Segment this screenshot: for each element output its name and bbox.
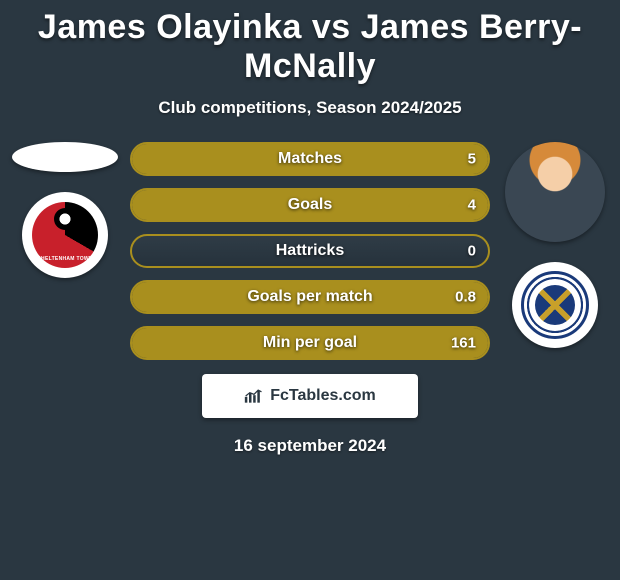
stat-value-right: 5 [468,151,476,168]
page-subtitle: Club competitions, Season 2024/2025 [0,90,620,136]
stat-bar: Hattricks 0 [130,234,490,268]
right-column [500,136,610,348]
stat-value-right: 161 [451,335,476,352]
left-column: CHELTENHAM TOWN [10,136,120,278]
stat-value-right: 0 [468,243,476,260]
bar-chart-icon [244,388,264,404]
stat-bar: Goals 4 [130,188,490,222]
stat-bar: Min per goal 161 [130,326,490,360]
cheltenham-text: CHELTENHAM TOWN [37,256,93,268]
stat-bar: Goals per match 0.8 [130,280,490,314]
brand-text: FcTables.com [270,387,376,405]
stat-label: Goals [288,196,332,214]
stat-label: Goals per match [247,288,372,306]
club-badge-left: CHELTENHAM TOWN [22,192,108,278]
stat-label: Hattricks [276,242,344,260]
player-left-silhouette [12,142,118,172]
club-badge-right [512,262,598,348]
chesterfield-icon [521,271,589,339]
stat-label: Matches [278,150,342,168]
cheltenham-icon: CHELTENHAM TOWN [32,202,98,268]
stats-column: Matches 5 Goals 4 Hattricks 0 Goals per match 0… [120,136,500,360]
brand-footer[interactable]: FcTables.com [202,374,418,418]
stat-bar: Matches 5 [130,142,490,176]
comparison-layout: CHELTENHAM TOWN Matches 5 Goals 4 Hattricks 0… [0,136,620,360]
stat-label: Min per goal [263,334,357,352]
date-text: 16 september 2024 [0,418,620,456]
stat-value-right: 4 [468,197,476,214]
page-title: James Olayinka vs James Berry-McNally [0,0,620,90]
stat-value-right: 0.8 [455,289,476,306]
player-right-photo [505,142,605,242]
